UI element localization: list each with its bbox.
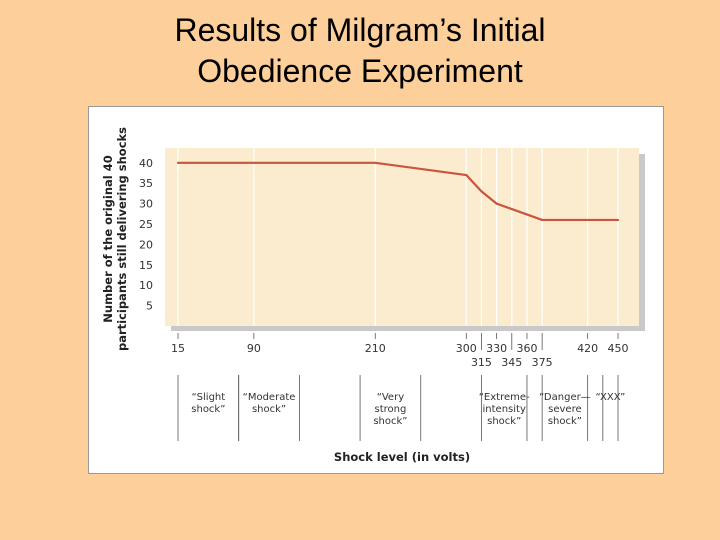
chart-svg: 5 10 15 20 25 30 35 40 15 90 210 30031533034536037… [101, 127, 645, 464]
data-point [374, 161, 377, 164]
category-label: “Slight [191, 392, 225, 403]
slide-title: Results of Milgram’s Initial Obedience E… [0, 10, 720, 92]
x-tick-label: 360 [516, 342, 537, 355]
category-label: “Moderate [243, 392, 296, 403]
x-tick-label: 375 [532, 356, 553, 369]
grid-layer [177, 148, 619, 326]
x-tick-label: 345 [501, 356, 522, 369]
data-point [616, 218, 620, 222]
x-tick-label: 420 [577, 342, 598, 355]
y-tick-label: 40 [139, 157, 153, 170]
category-label: shock” [191, 404, 225, 415]
chart-frame: 5 10 15 20 25 30 35 40 15 90 210 300 315 330 345 360 37… [88, 106, 664, 474]
y-tick-label: 35 [139, 177, 153, 190]
y-tick-label: 30 [139, 198, 153, 211]
x-tick-label: 300 [456, 342, 477, 355]
data-point [541, 218, 544, 222]
x-tick-label: 450 [608, 342, 629, 355]
category-label: shock” [373, 416, 407, 427]
x-axis-title: Shock level (in volts) [334, 450, 470, 464]
category-label: “Danger— [539, 392, 591, 403]
category-label: shock” [548, 416, 582, 427]
category-label: intensity [483, 404, 526, 415]
x-tick-label: 330 [486, 342, 507, 355]
x-tick-label: 90 [247, 342, 261, 355]
category-label: “XXX” [595, 392, 625, 403]
drop-line-layer [177, 333, 619, 350]
data-point [465, 173, 468, 177]
y-axis-title-line-1: Number of the original 40 [101, 155, 115, 322]
y-tick-label: 10 [139, 279, 153, 292]
series-layer [176, 161, 620, 222]
title-line-2: Obedience Experiment [197, 53, 523, 89]
y-tick-label: 20 [139, 238, 153, 251]
y-tick-label: 5 [146, 300, 153, 313]
y-tick-label: 25 [139, 218, 153, 231]
x-tick-label: 315 [471, 356, 492, 369]
y-tick-layer: 5 10 15 20 25 30 35 40 [139, 157, 153, 313]
data-point [480, 190, 483, 193]
category-label: shock” [252, 404, 286, 415]
data-point [176, 161, 180, 164]
category-label: shock” [487, 416, 521, 427]
category-label: “Extreme- [479, 392, 530, 403]
category-label: severe [548, 404, 581, 415]
data-point [495, 202, 498, 205]
x-tick-label: 210 [365, 342, 386, 355]
x-tick-label: 15 [171, 342, 185, 355]
category-layer: “Slightshock”“Moderateshock”“Verystrongs… [177, 375, 625, 441]
title-line-1: Results of Milgram’s Initial [174, 12, 546, 48]
category-label: “Very [377, 392, 405, 403]
y-axis-title-line-2: participants still delivering shocks [115, 127, 129, 351]
category-label: strong [374, 404, 406, 415]
plot-area [165, 148, 639, 326]
y-tick-label: 15 [139, 259, 153, 272]
